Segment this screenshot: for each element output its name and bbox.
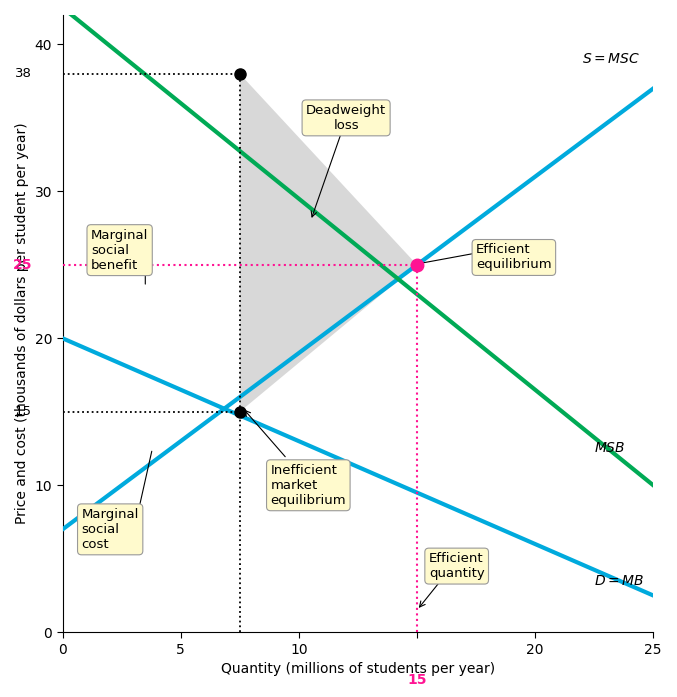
Text: 25: 25 [12, 258, 32, 272]
Text: $MSB$: $MSB$ [594, 441, 626, 455]
X-axis label: Quantity (millions of students per year): Quantity (millions of students per year) [221, 662, 495, 676]
Text: 15: 15 [15, 405, 32, 418]
Polygon shape [240, 74, 417, 412]
Text: Efficient
equilibrium: Efficient equilibrium [476, 243, 552, 271]
Text: 38: 38 [15, 68, 32, 80]
Text: Efficient
quantity: Efficient quantity [429, 552, 485, 580]
Text: $S = MSC$: $S = MSC$ [582, 52, 640, 66]
Text: Inefficient
market
equilibrium: Inefficient market equilibrium [271, 464, 346, 507]
Text: Marginal
social
cost: Marginal social cost [81, 508, 139, 551]
Y-axis label: Price and cost (thousands of dollars per student per year): Price and cost (thousands of dollars per… [15, 123, 29, 524]
Text: Marginal
social
benefit: Marginal social benefit [91, 229, 148, 272]
Text: $D = MB$: $D = MB$ [594, 574, 645, 588]
Text: Deadweight
loss: Deadweight loss [306, 104, 386, 132]
Text: 15: 15 [408, 673, 427, 687]
